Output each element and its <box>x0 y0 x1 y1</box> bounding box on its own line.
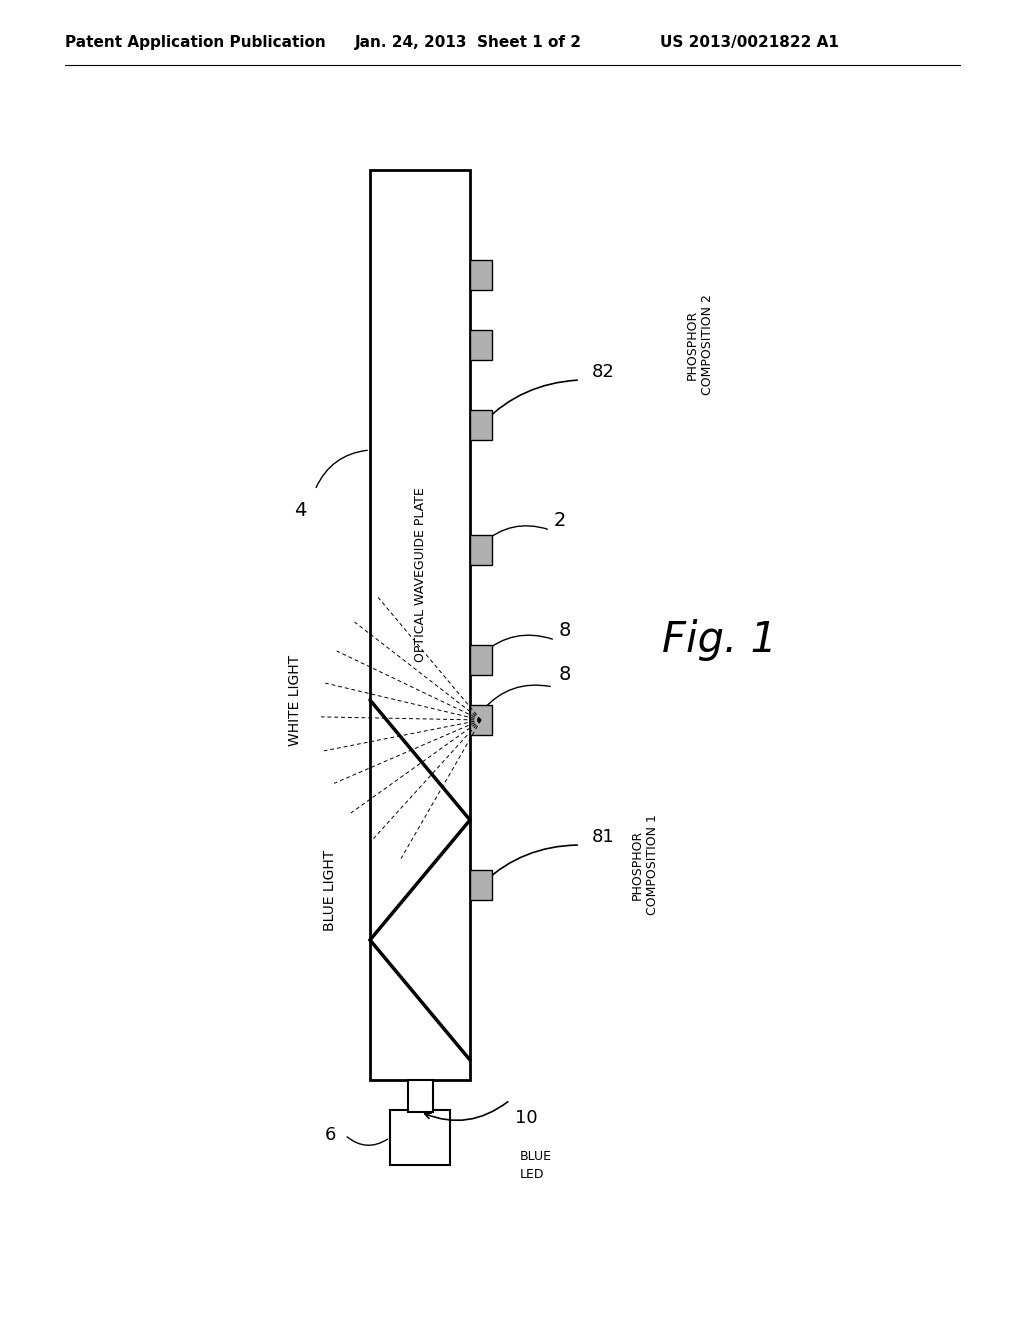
Bar <box>470 870 492 900</box>
Bar <box>470 705 492 735</box>
Text: Jan. 24, 2013  Sheet 1 of 2: Jan. 24, 2013 Sheet 1 of 2 <box>355 34 582 49</box>
Text: 4: 4 <box>294 500 306 520</box>
Bar <box>370 170 470 1080</box>
Bar <box>470 330 492 360</box>
Text: 8: 8 <box>559 665 571 685</box>
Text: 6: 6 <box>325 1126 336 1144</box>
Text: BLUE
LED: BLUE LED <box>520 1150 552 1180</box>
Text: Fig. 1: Fig. 1 <box>663 619 777 661</box>
Text: US 2013/0021822 A1: US 2013/0021822 A1 <box>660 34 839 49</box>
Text: BLUE LIGHT: BLUE LIGHT <box>323 849 337 931</box>
Bar <box>408 1080 433 1111</box>
Text: WHITE LIGHT: WHITE LIGHT <box>288 655 302 746</box>
Bar <box>470 411 492 440</box>
Bar <box>470 260 492 290</box>
Text: PHOSPHOR
COMPOSITION 2: PHOSPHOR COMPOSITION 2 <box>686 294 714 396</box>
Text: 2: 2 <box>554 511 566 529</box>
Text: 81: 81 <box>592 828 614 846</box>
Bar <box>470 645 492 675</box>
Text: PHOSPHOR
COMPOSITION 1: PHOSPHOR COMPOSITION 1 <box>631 814 659 916</box>
Text: Patent Application Publication: Patent Application Publication <box>65 34 326 49</box>
Text: OPTICAL WAVEGUIDE PLATE: OPTICAL WAVEGUIDE PLATE <box>414 487 427 663</box>
Bar <box>390 1110 450 1166</box>
Bar <box>470 535 492 565</box>
Text: 82: 82 <box>592 363 614 381</box>
Text: 8: 8 <box>559 620 571 639</box>
Text: 10: 10 <box>515 1109 538 1127</box>
